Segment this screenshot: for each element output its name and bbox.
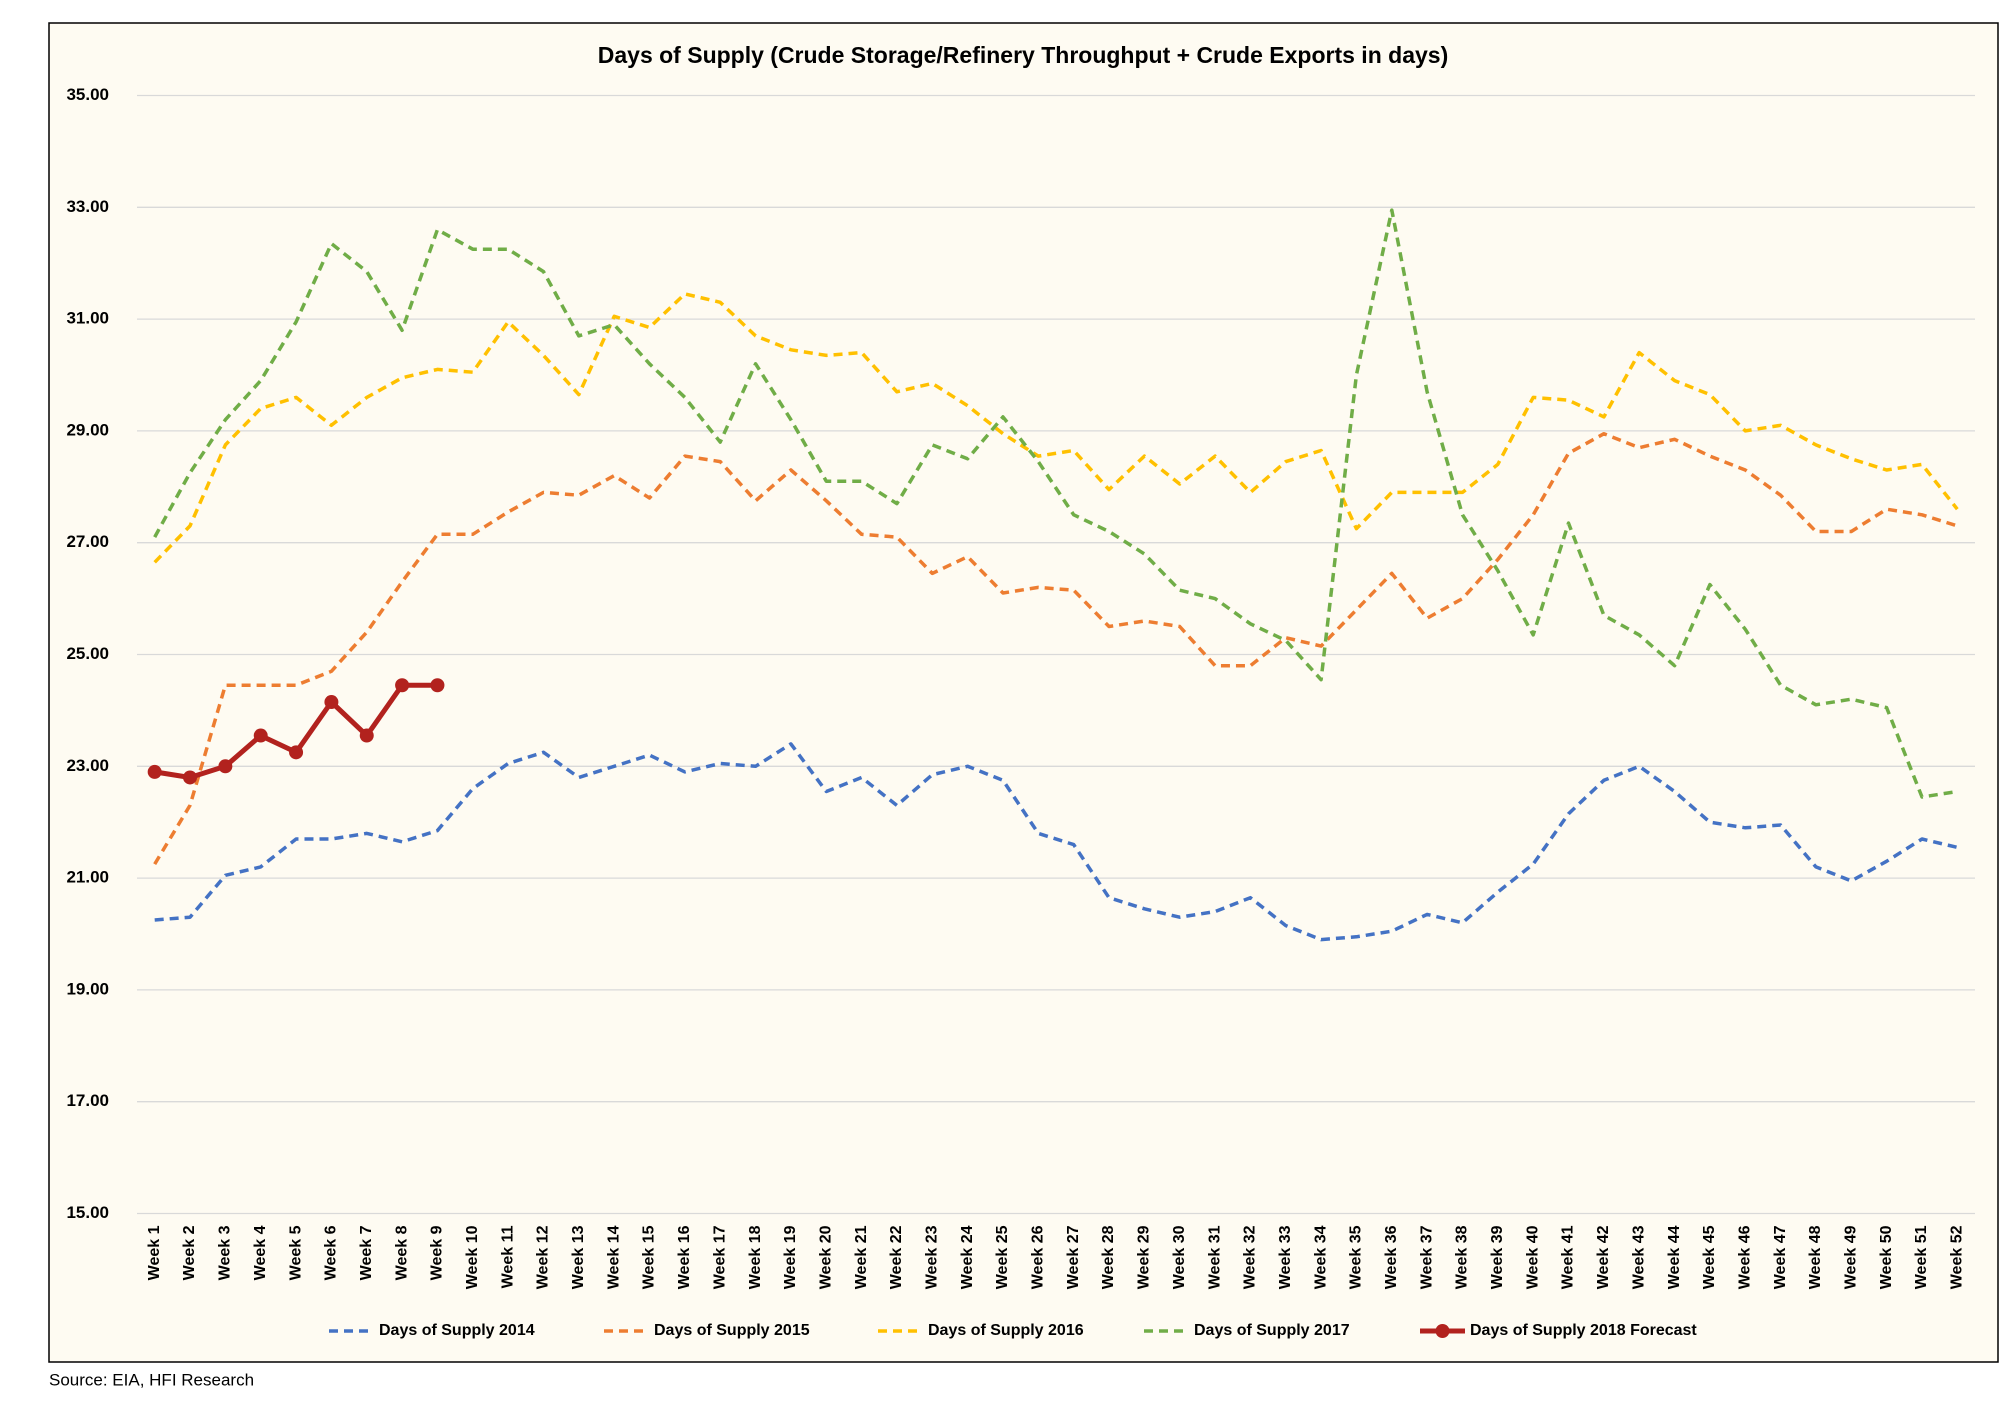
x-tick-label: Week 33 (1277, 1225, 1294, 1289)
x-tick-label: Week 35 (1348, 1225, 1365, 1289)
x-tick-label: Week 9 (429, 1225, 446, 1280)
y-tick-label: 27.00 (66, 532, 109, 551)
y-tick-label: 35.00 (66, 85, 109, 104)
x-tick-label: Week 44 (1666, 1225, 1683, 1289)
x-tick-label: Week 16 (676, 1225, 693, 1289)
x-tick-label: Week 11 (499, 1225, 516, 1288)
x-tick-label: Week 39 (1489, 1225, 1506, 1289)
series-line (154, 742, 1958, 942)
x-tick-label: Week 21 (853, 1225, 870, 1289)
x-tick-label: Week 29 (1136, 1225, 1153, 1289)
x-tick-label: Week 52 (1949, 1225, 1966, 1289)
x-tick-label: Week 31 (1206, 1225, 1223, 1289)
data-point (324, 695, 339, 710)
x-tick-label: Week 10 (464, 1225, 481, 1289)
x-tick-label: Week 51 (1913, 1225, 1930, 1289)
x-tick-label: Week 45 (1701, 1225, 1718, 1289)
x-tick-label: Week 6 (323, 1225, 340, 1280)
legend-label: Days of Supply 2017 (1194, 1322, 1350, 1339)
x-tick-label: Week 12 (535, 1225, 552, 1289)
x-tick-label: Week 27 (1065, 1225, 1082, 1289)
legend-label: Days of Supply 2018 Forecast (1470, 1322, 1697, 1339)
data-point (395, 678, 410, 693)
legend-label: Days of Supply 2014 (379, 1322, 535, 1339)
x-tick-label: Week 19 (782, 1225, 799, 1289)
x-tick-label: Week 18 (747, 1225, 764, 1289)
x-tick-label: Week 41 (1560, 1225, 1577, 1289)
x-tick-label: Week 46 (1736, 1225, 1753, 1289)
x-tick-label: Week 36 (1383, 1225, 1400, 1289)
x-tick-label: Week 47 (1772, 1225, 1789, 1289)
x-tick-label: Week 24 (959, 1225, 976, 1289)
data-point (183, 770, 198, 785)
data-point (289, 745, 304, 760)
x-tick-label: Week 28 (1100, 1225, 1117, 1289)
legend-label: Days of Supply 2016 (928, 1322, 1084, 1339)
x-tick-label: Week 7 (358, 1225, 375, 1280)
x-tick-label: Week 49 (1843, 1225, 1860, 1289)
y-tick-label: 29.00 (66, 420, 109, 439)
x-tick-label: Week 22 (888, 1225, 905, 1289)
x-tick-label: Week 48 (1807, 1225, 1824, 1289)
x-tick-label: Week 17 (711, 1225, 728, 1289)
legend-marker (1435, 1324, 1450, 1338)
legend-label: Days of Supply 2015 (654, 1322, 810, 1339)
x-tick-label: Week 13 (570, 1225, 587, 1289)
x-tick-label: Week 15 (641, 1225, 658, 1289)
x-tick-label: Week 3 (217, 1225, 234, 1280)
y-tick-label: 17.00 (66, 1091, 109, 1110)
x-tick-label: Week 5 (287, 1225, 304, 1280)
x-tick-label: Week 1 (146, 1225, 163, 1280)
x-tick-label: Week 37 (1418, 1225, 1435, 1289)
y-tick-label: 31.00 (66, 309, 109, 328)
y-tick-label: 33.00 (66, 197, 109, 216)
data-point (253, 728, 268, 743)
series-line (153, 208, 1958, 799)
y-tick-label: 19.00 (66, 979, 109, 998)
chart-title: Days of Supply (Crude Storage/Refinery T… (598, 42, 1448, 68)
x-tick-label: Week 4 (252, 1225, 269, 1280)
x-tick-label: Week 38 (1454, 1225, 1471, 1289)
x-tick-label: Week 42 (1595, 1225, 1612, 1289)
y-tick-label: 23.00 (66, 756, 109, 775)
x-tick-label: Week 14 (605, 1225, 622, 1289)
series-line (153, 292, 1959, 564)
x-tick-label: Week 50 (1878, 1225, 1895, 1289)
y-tick-label: 25.00 (66, 644, 109, 663)
chart-frame (48, 22, 1999, 1363)
y-tick-label: 15.00 (66, 1203, 109, 1222)
x-tick-label: Week 8 (393, 1225, 410, 1280)
x-tick-label: Week 25 (994, 1225, 1011, 1289)
data-point (218, 759, 233, 774)
source-note: Source: EIA, HFI Research (49, 1370, 254, 1389)
x-tick-label: Week 23 (924, 1225, 941, 1289)
x-tick-label: Week 2 (181, 1225, 198, 1280)
x-tick-label: Week 40 (1524, 1225, 1541, 1289)
x-tick-label: Week 32 (1242, 1225, 1259, 1289)
data-point (147, 764, 162, 779)
y-tick-label: 21.00 (66, 868, 109, 887)
series-line (153, 431, 1958, 866)
data-point (359, 728, 374, 743)
x-tick-label: Week 43 (1630, 1225, 1647, 1289)
x-tick-label: Week 30 (1171, 1225, 1188, 1289)
x-tick-label: Week 34 (1312, 1225, 1329, 1289)
x-tick-label: Week 26 (1030, 1225, 1047, 1289)
data-point (430, 678, 445, 693)
x-tick-label: Week 20 (817, 1225, 834, 1289)
